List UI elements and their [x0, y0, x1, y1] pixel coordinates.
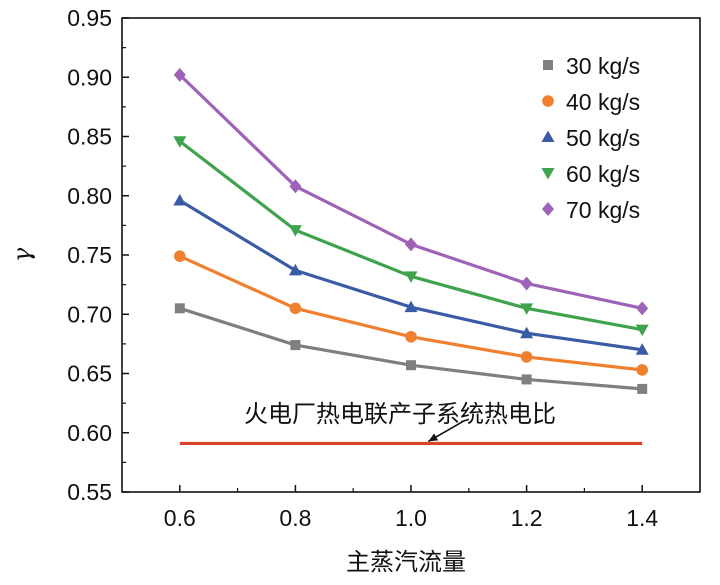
x-tick-label: 1.2: [511, 505, 543, 531]
legend-item: 70 kg/s: [542, 197, 640, 223]
axes-group: 0.55 0.60 0.65 0.70 0.75 0.80 0.85 0.90 0.95 0.6 0…: [67, 5, 701, 531]
x-axis-title: 主蒸汽流量: [346, 548, 466, 576]
data-point: [289, 179, 302, 194]
series-40-kg-s: [174, 250, 648, 376]
x-tick-label: 1.0: [395, 505, 427, 531]
data-point: [405, 330, 417, 343]
y-tick-label: 0.80: [67, 183, 112, 209]
data-point: [636, 301, 649, 316]
data-point: [406, 360, 416, 371]
series-line: [179, 306, 643, 391]
data-point: [635, 324, 649, 337]
data-point: [290, 340, 301, 351]
reference-group: [179, 420, 643, 446]
legend-label: 50 kg/s: [566, 125, 640, 151]
legend-item: 60 kg/s: [541, 161, 640, 187]
legend-label: 30 kg/s: [566, 53, 640, 79]
data-point: [636, 364, 648, 376]
y-tick-label: 0.55: [67, 479, 112, 505]
legend-marker: [542, 202, 554, 216]
series-60-kg-s: [173, 136, 649, 337]
data-point: [520, 276, 533, 291]
y-tick-label: 0.70: [67, 301, 112, 327]
legend-item: 50 kg/s: [541, 125, 640, 151]
data-point: [288, 263, 302, 276]
series-group: [173, 67, 649, 394]
y-axis-title: γ: [8, 247, 36, 262]
x-tick-label: 1.4: [626, 505, 658, 531]
data-point: [520, 303, 534, 315]
legend-marker: [543, 60, 553, 70]
y-tick-label: 0.60: [67, 420, 112, 446]
series-50-kg-s: [173, 193, 649, 355]
data-point: [173, 193, 187, 206]
data-point: [288, 225, 302, 237]
data-point: [521, 374, 532, 385]
y-tick-label: 0.90: [67, 64, 112, 90]
series-30-kg-s: [174, 303, 648, 394]
legend: 30 kg/s 40 kg/s 50 kg/s 60 kg/s 70 kg/s: [541, 53, 640, 223]
data-point: [520, 326, 534, 339]
y-tick-label: 0.65: [67, 361, 112, 387]
legend-marker: [541, 168, 555, 180]
x-tick-label: 0.8: [279, 505, 311, 531]
data-point: [637, 383, 648, 394]
data-point: [520, 351, 533, 363]
legend-label: 60 kg/s: [566, 161, 640, 187]
series-70-kg-s: [173, 67, 649, 316]
data-point: [289, 302, 302, 315]
reference-line-annotation: 火电厂热电联产子系统热电比: [244, 400, 556, 428]
legend-marker: [542, 95, 554, 107]
y-tick-label: 0.75: [67, 242, 112, 268]
data-point: [404, 271, 418, 283]
data-point: [173, 67, 186, 82]
data-point: [173, 136, 187, 148]
legend-label: 40 kg/s: [566, 89, 640, 115]
legend-marker: [541, 130, 555, 142]
data-point: [635, 343, 649, 355]
legend-item: 30 kg/s: [543, 53, 640, 79]
y-tick-label: 0.95: [67, 5, 112, 31]
data-point: [174, 303, 185, 314]
data-point: [405, 237, 417, 252]
data-point: [404, 300, 418, 313]
annotation-arrowhead: [428, 433, 439, 442]
legend-label: 70 kg/s: [566, 197, 640, 223]
y-tick-label: 0.85: [67, 124, 112, 150]
legend-item: 40 kg/s: [542, 89, 640, 115]
data-point: [174, 250, 186, 262]
x-tick-label: 0.6: [164, 505, 196, 531]
